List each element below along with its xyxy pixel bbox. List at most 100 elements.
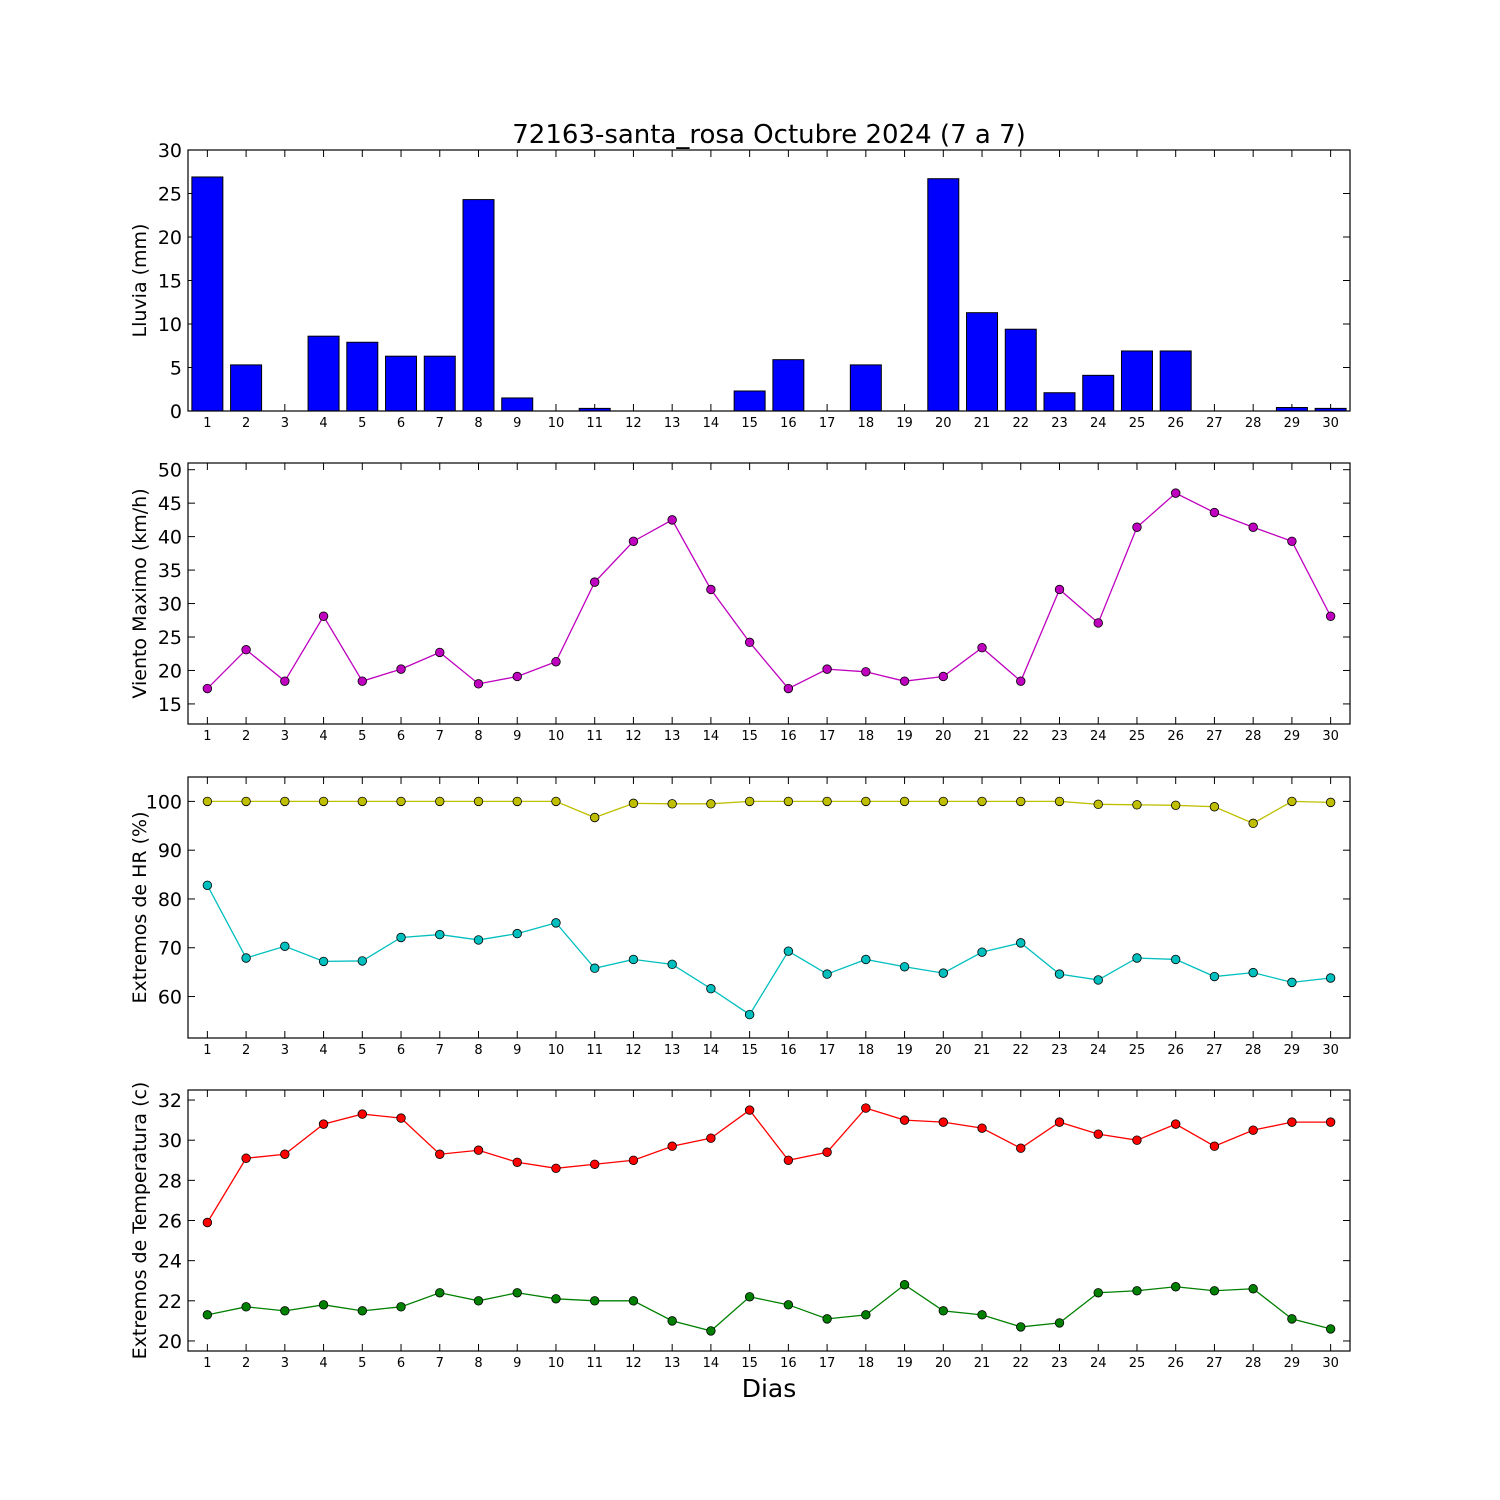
x-tick-label: 27 bbox=[1206, 416, 1223, 431]
x-tick-label: 18 bbox=[858, 1043, 875, 1058]
series-1-point-day-4 bbox=[318, 796, 329, 807]
chart-title: 72163-santa_rosa Octubre 2024 (7 a 7) bbox=[512, 120, 1026, 150]
y-tick-label: 100 bbox=[146, 791, 182, 813]
x-tick-label: 4 bbox=[319, 416, 327, 431]
series-1-line bbox=[206, 492, 1332, 690]
series-2-point-day-16 bbox=[783, 1300, 794, 1310]
series-1-point-day-18 bbox=[861, 1103, 871, 1113]
x-tick-label: 22 bbox=[1012, 1356, 1029, 1371]
series-2-point-day-23 bbox=[1054, 1318, 1065, 1328]
bar-day-25 bbox=[1120, 350, 1153, 412]
panel-frame bbox=[187, 149, 1351, 412]
x-tick-label: 19 bbox=[896, 1043, 913, 1058]
x-tick-label: 1 bbox=[203, 416, 211, 431]
x-tick-label: 9 bbox=[513, 416, 521, 431]
x-tick-label: 27 bbox=[1206, 1356, 1223, 1371]
bar-day-23 bbox=[1043, 392, 1076, 412]
series-1-point-day-1 bbox=[202, 683, 213, 694]
panel-frame bbox=[187, 462, 1351, 725]
series-2-point-day-2 bbox=[241, 953, 251, 963]
series-1-point-day-13 bbox=[667, 799, 677, 809]
x-tick-label: 12 bbox=[625, 1043, 642, 1058]
x-tick-label: 17 bbox=[819, 1043, 836, 1058]
series-1-point-day-2 bbox=[241, 796, 251, 807]
series-2-point-day-2 bbox=[241, 1302, 251, 1312]
x-tick-label: 2 bbox=[242, 416, 250, 431]
series-1-point-day-28 bbox=[1248, 1125, 1258, 1135]
series-2-point-day-27 bbox=[1209, 1286, 1220, 1296]
series-1-point-day-24 bbox=[1093, 799, 1103, 810]
x-tick-label: 25 bbox=[1129, 1043, 1146, 1058]
series-1-point-day-20 bbox=[938, 1117, 949, 1127]
x-tick-label: 16 bbox=[780, 1043, 797, 1058]
y-tick-label: 22 bbox=[158, 1291, 182, 1313]
x-tick-label: 16 bbox=[780, 729, 797, 744]
x-tick-label: 21 bbox=[974, 1356, 991, 1371]
x-tick-label: 14 bbox=[703, 1356, 720, 1371]
series-2-point-day-11 bbox=[590, 1296, 600, 1306]
x-tick-label: 8 bbox=[474, 416, 482, 431]
series-1-point-day-26 bbox=[1170, 800, 1181, 810]
x-tick-label: 3 bbox=[281, 729, 289, 744]
x-tick-label: 10 bbox=[548, 1043, 565, 1058]
series-1-point-day-29 bbox=[1287, 796, 1297, 807]
bar-day-20 bbox=[927, 178, 960, 412]
series-1-point-day-20 bbox=[938, 796, 949, 807]
series-1-point-day-26 bbox=[1170, 1119, 1181, 1129]
x-tick-label: 13 bbox=[664, 1043, 681, 1058]
series-1-point-day-17 bbox=[822, 796, 832, 807]
bar-day-4 bbox=[307, 335, 340, 412]
x-tick-label: 10 bbox=[548, 416, 565, 431]
series-1-point-day-26 bbox=[1170, 488, 1181, 498]
series-2-point-day-22 bbox=[1016, 938, 1026, 948]
x-tick-label: 30 bbox=[1322, 416, 1339, 431]
series-1-point-day-6 bbox=[396, 664, 406, 674]
series-1-point-day-18 bbox=[861, 796, 871, 807]
bar-day-7 bbox=[423, 355, 456, 412]
y-tick-label: 10 bbox=[158, 314, 182, 336]
series-1-point-day-15 bbox=[744, 1105, 755, 1115]
series-1-point-day-9 bbox=[512, 1157, 522, 1167]
x-tick-label: 11 bbox=[586, 729, 603, 744]
series-2-point-day-8 bbox=[473, 1296, 484, 1306]
series-1-point-day-8 bbox=[473, 679, 484, 689]
series-2-point-day-20 bbox=[938, 968, 949, 978]
x-tick-label: 9 bbox=[513, 1043, 521, 1058]
bar-day-2 bbox=[230, 364, 263, 412]
series-1-point-day-4 bbox=[318, 1119, 329, 1129]
series-1-point-day-28 bbox=[1248, 818, 1258, 829]
x-tick-label: 29 bbox=[1284, 1043, 1301, 1058]
series-1-point-day-15 bbox=[744, 796, 755, 807]
y-tick-label: 20 bbox=[158, 227, 182, 249]
x-tick-label: 1 bbox=[203, 1356, 211, 1371]
x-tick-label: 14 bbox=[703, 416, 720, 431]
series-1-point-day-14 bbox=[706, 1133, 716, 1143]
x-tick-label: 13 bbox=[664, 1356, 681, 1371]
series-2-point-day-12 bbox=[628, 954, 639, 965]
x-tick-label: 4 bbox=[319, 1043, 327, 1058]
x-tick-label: 11 bbox=[586, 416, 603, 431]
series-2-point-day-6 bbox=[396, 932, 406, 943]
series-1-point-day-27 bbox=[1209, 507, 1220, 518]
x-tick-label: 12 bbox=[625, 416, 642, 431]
x-tick-label: 30 bbox=[1322, 1356, 1339, 1371]
series-1-point-day-23 bbox=[1054, 796, 1065, 807]
x-tick-label: 25 bbox=[1129, 729, 1146, 744]
series-1-point-day-1 bbox=[202, 796, 213, 807]
series-2-point-day-21 bbox=[977, 1310, 987, 1320]
x-tick-label: 19 bbox=[896, 416, 913, 431]
x-tick-label: 15 bbox=[741, 416, 758, 431]
x-tick-label: 11 bbox=[586, 1356, 603, 1371]
x-tick-label: 28 bbox=[1245, 1356, 1262, 1371]
series-1-point-day-14 bbox=[706, 799, 716, 809]
series-1-point-day-25 bbox=[1132, 522, 1142, 532]
x-tick-label: 25 bbox=[1129, 416, 1146, 431]
x-tick-label: 8 bbox=[474, 1356, 482, 1371]
y-tick-label: 5 bbox=[170, 358, 182, 380]
x-tick-label: 1 bbox=[203, 729, 211, 744]
x-tick-label: 21 bbox=[974, 416, 991, 431]
x-tick-label: 17 bbox=[819, 416, 836, 431]
x-tick-label: 5 bbox=[358, 1043, 366, 1058]
